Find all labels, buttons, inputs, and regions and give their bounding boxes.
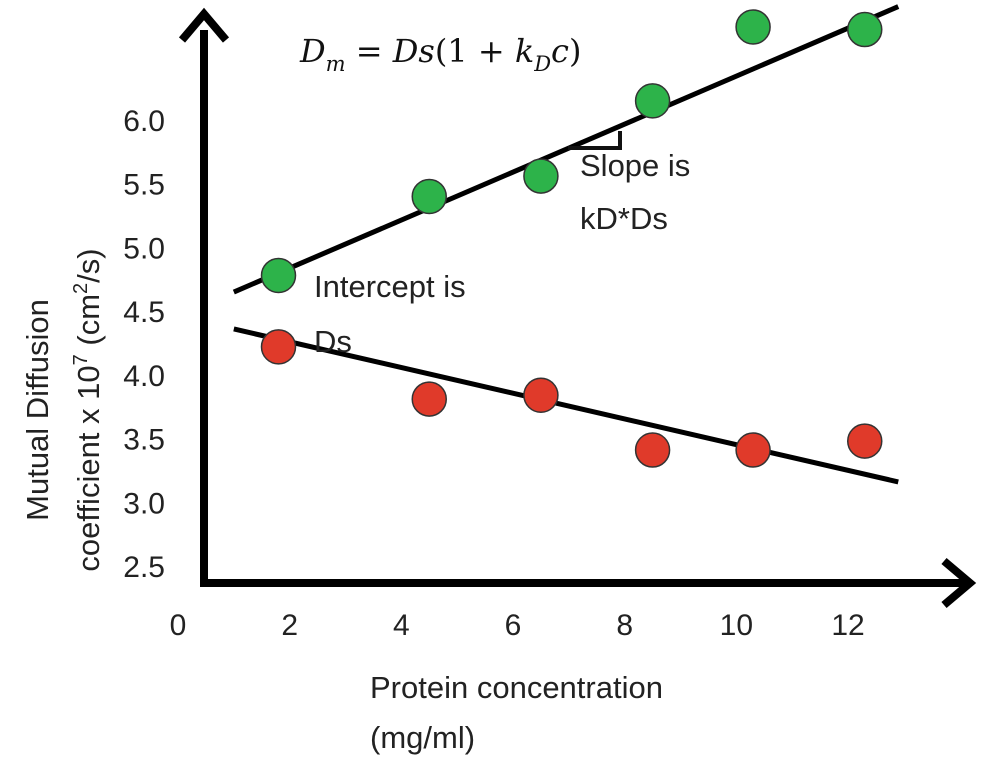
formula-equals: = [346, 32, 393, 70]
formula: Dm = Ds(1 + kDc) [299, 32, 581, 76]
x-axis-title-line2: (mg/ml) [370, 720, 475, 755]
green-point-2 [523, 158, 559, 194]
green-point-3 [634, 83, 671, 119]
green-point-5 [847, 11, 883, 48]
y-tick-label: 5.5 [123, 169, 165, 202]
red-point-2 [523, 377, 559, 413]
red-point-3 [634, 432, 671, 468]
y-axis-arrow [178, 7, 230, 43]
formula-k: k [515, 32, 534, 70]
formula-c: c [551, 32, 569, 70]
y-axis-title-line1: Mutual Diffusion [20, 299, 55, 521]
y-axis-title-unit-exponent: 2 [70, 283, 92, 294]
x-tick-label: 2 [281, 609, 298, 642]
formula-close: ) [569, 32, 581, 70]
slope-annotation-line1: Slope is [580, 148, 690, 183]
fit-line-upper [232, 4, 900, 295]
y-tick-label: 3.5 [123, 424, 165, 457]
x-tick-label: 0 [170, 609, 187, 642]
fit-line-lower [233, 326, 899, 485]
y-axis-title-exponent: 7 [70, 354, 92, 365]
formula-ds: Ds [392, 32, 435, 70]
y-tick-label: 5.0 [123, 232, 165, 265]
formula-sub-m: m [326, 52, 346, 76]
tick-labels: 0 2 4 6 8 10 12 2.5 3.0 3.5 4.0 4.5 5.0 5.5 6.0 [123, 105, 864, 642]
y-tick-label: 6.0 [123, 105, 165, 138]
y-axis-title-main: coefficient x 10 [71, 365, 106, 571]
intercept-annotation-line1: Intercept is [314, 269, 466, 304]
red-point-0 [260, 329, 297, 365]
green-point-1 [411, 178, 447, 215]
x-tick-label: 10 [720, 609, 753, 642]
axes [178, 7, 977, 609]
red-point-4 [735, 432, 771, 468]
x-tick-label: 8 [616, 609, 633, 642]
x-tick-label: 12 [831, 609, 864, 642]
y-tick-label: 3.0 [123, 487, 165, 520]
y-tick-label: 2.5 [123, 551, 165, 584]
x-tick-label: 6 [505, 609, 522, 642]
green-point-0 [260, 257, 297, 294]
slope-triangle [568, 131, 622, 150]
x-tick-label: 4 [393, 609, 410, 642]
y-tick-label: 4.5 [123, 296, 165, 329]
intercept-annotation-line2: Ds [314, 324, 352, 359]
green-point-4 [735, 9, 771, 45]
y-tick-label: 4.0 [123, 360, 165, 393]
x-axis-arrow [941, 557, 977, 609]
y-axis-title-unit: (cm [71, 294, 106, 354]
x-axis-title-line1: Protein concentration [370, 670, 663, 705]
red-point-1 [411, 381, 447, 417]
formula-d: D [299, 32, 326, 70]
data-points [260, 9, 883, 468]
slope-annotation-line2: kD*Ds [580, 201, 668, 236]
formula-sub-d: D [533, 52, 551, 76]
red-point-5 [847, 423, 883, 459]
y-axis-title-line2: coefficient x 107 (cm2/s) [70, 248, 106, 571]
formula-open: (1 + [435, 32, 515, 70]
y-axis-title-unit-end: /s) [71, 248, 106, 282]
fit-lines [232, 4, 900, 485]
